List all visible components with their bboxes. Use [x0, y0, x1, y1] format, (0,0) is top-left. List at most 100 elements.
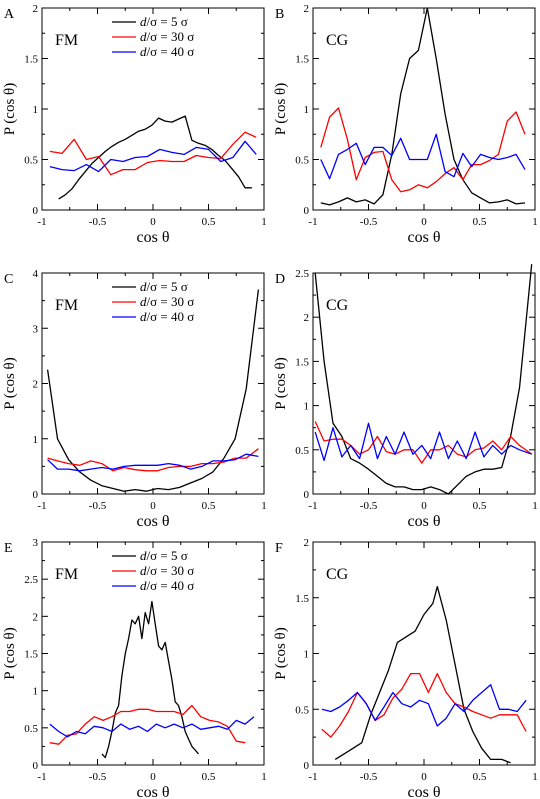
- series-line: [334, 585, 511, 764]
- x-axis-label: cos θ: [408, 229, 441, 246]
- panel-c: C -1 -0.5 0 0.5 1 0 1 2 3 4 cos θ P (cos θ) FM d/σ = 5…: [2, 268, 267, 530]
- y-tick-label: 4: [33, 268, 39, 280]
- y-tick-label: 2.5: [24, 574, 38, 586]
- panel-letter: A: [4, 7, 15, 22]
- x-axis-label: cos θ: [137, 229, 170, 246]
- series-line: [320, 133, 526, 180]
- series-line: [314, 422, 532, 462]
- series-line: [320, 107, 526, 193]
- y-tick-label: 0: [304, 489, 310, 501]
- series-line: [314, 421, 533, 464]
- legend-entry: d/σ = 5 σ: [140, 14, 188, 29]
- y-tick-label: 3: [33, 323, 39, 335]
- x-tick-label: -1: [37, 500, 46, 512]
- y-tick-label: 3: [33, 537, 39, 549]
- model-label: FM: [55, 297, 78, 314]
- x-axis-label: cos θ: [408, 513, 441, 530]
- y-tick-label: 1: [33, 104, 39, 116]
- panel-e: E -1 -0.5 0 0.5 1 0 0.5 1 1.5 2 2.5 3 cos θ P (cos θ) F…: [2, 537, 267, 799]
- panel-letter: B: [275, 7, 284, 22]
- y-tick-label: 1.5: [24, 54, 38, 66]
- y-tick-label: 2.5: [295, 268, 309, 280]
- y-tick-label: 2: [304, 3, 310, 15]
- y-tick-label: 0.5: [24, 723, 38, 735]
- y-tick-label: 1: [33, 686, 39, 698]
- series-line: [320, 7, 526, 206]
- y-axis-label: P (cos θ): [2, 357, 18, 409]
- y-tick-label: 0: [33, 489, 39, 501]
- series-line: [314, 264, 533, 495]
- panel-letter: D: [275, 272, 285, 287]
- y-tick-label: 1.5: [295, 593, 309, 605]
- legend-text: /σ = 5 σ: [147, 548, 188, 563]
- x-tick-label: -0.5: [360, 500, 378, 512]
- series-line: [49, 131, 257, 176]
- legend-variable: d: [140, 14, 147, 29]
- y-tick-label: 1.5: [295, 54, 309, 66]
- series-line: [49, 716, 255, 738]
- x-tick-label: 1: [532, 500, 538, 512]
- series-line: [49, 704, 246, 745]
- x-tick-label: 0: [421, 216, 427, 228]
- series-line: [321, 672, 527, 738]
- y-tick-label: 0: [304, 205, 310, 217]
- x-tick-label: 1: [261, 216, 267, 228]
- legend-entry: d/σ = 30 σ: [140, 563, 194, 578]
- x-axis-label: cos θ: [408, 784, 441, 799]
- legend-variable: d: [140, 578, 147, 593]
- y-tick-label: 0: [33, 760, 39, 772]
- x-tick-label: 0: [421, 500, 427, 512]
- x-tick-label: 0.5: [473, 500, 487, 512]
- y-axis-label: P (cos θ): [273, 83, 289, 135]
- legend-variable: d: [140, 44, 147, 59]
- x-tick-label: -1: [308, 500, 317, 512]
- legend-text: /σ = 5 σ: [147, 14, 188, 29]
- x-tick-label: -0.5: [89, 216, 107, 228]
- x-tick-label: 0: [150, 216, 156, 228]
- x-tick-label: 0.5: [202, 216, 216, 228]
- panel-letter: E: [4, 541, 13, 556]
- legend-entry: d/σ = 40 σ: [140, 44, 194, 59]
- y-tick-label: 1: [33, 434, 39, 446]
- y-tick-label: 1.5: [295, 356, 309, 368]
- x-tick-label: 1: [261, 771, 267, 783]
- panel-b: B -1 -0.5 0 0.5 1 0 0.5 1 1.5 2 cos θ P (cos θ) CG: [273, 3, 538, 246]
- y-tick-label: 0.5: [295, 155, 309, 167]
- x-tick-label: -0.5: [360, 771, 378, 783]
- legend-text: /σ = 30 σ: [147, 29, 195, 44]
- x-tick-label: -0.5: [360, 216, 378, 228]
- x-tick-label: 0.5: [202, 771, 216, 783]
- panel-letter: F: [275, 541, 283, 556]
- y-tick-label: 1: [304, 104, 310, 116]
- x-tick-label: 0: [150, 771, 156, 783]
- legend-variable: d: [140, 29, 147, 44]
- model-label: CG: [326, 566, 349, 583]
- x-tick-label: 0: [150, 500, 156, 512]
- series-line: [47, 448, 259, 472]
- series-line: [101, 600, 199, 759]
- legend-entry: d/σ = 30 σ: [140, 294, 194, 309]
- series-line: [49, 140, 257, 173]
- x-tick-label: -1: [308, 771, 317, 783]
- y-tick-label: 2: [304, 537, 310, 549]
- x-axis-label: cos θ: [137, 513, 170, 530]
- legend-text: /σ = 30 σ: [147, 563, 195, 578]
- legend-text: /σ = 30 σ: [147, 294, 195, 309]
- y-tick-label: 2: [33, 611, 39, 623]
- series-line: [58, 115, 252, 200]
- y-axis-label: P (cos θ): [2, 83, 18, 135]
- model-label: CG: [326, 32, 349, 49]
- y-tick-label: 0.5: [295, 445, 309, 457]
- x-tick-label: -0.5: [89, 771, 107, 783]
- panel-letter: C: [4, 272, 13, 287]
- model-label: FM: [55, 566, 78, 583]
- legend-text: /σ = 40 σ: [147, 44, 195, 59]
- panel-f: F -1 -0.5 0 0.5 1 0 0.5 1 1.5 2 cos θ P (cos θ) CG: [273, 537, 538, 799]
- x-tick-label: 1: [261, 500, 267, 512]
- y-axis-label: P (cos θ): [2, 627, 18, 679]
- legend-variable: d: [140, 279, 147, 294]
- y-tick-label: 2: [304, 312, 310, 324]
- legend-entry: d/σ = 30 σ: [140, 29, 194, 44]
- x-tick-label: 0.5: [473, 771, 487, 783]
